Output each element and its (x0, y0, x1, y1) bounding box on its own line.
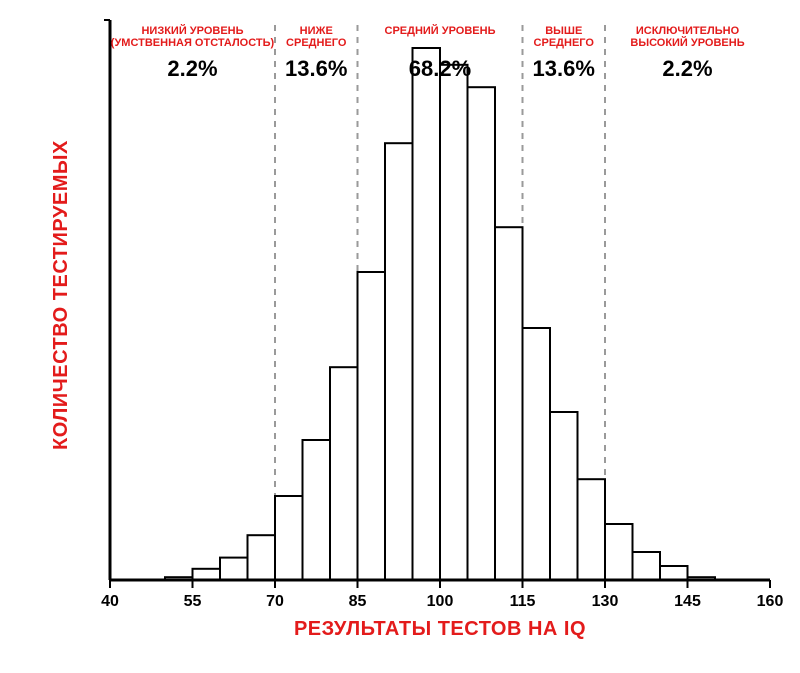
x-tick-label: 100 (427, 593, 454, 610)
x-tick-label: 160 (757, 593, 784, 610)
region-label: СРЕДНИЙ УРОВЕНЬ (385, 24, 496, 37)
x-tick-label: 130 (592, 593, 619, 610)
x-tick-label: 85 (349, 593, 367, 610)
histogram-bar (550, 412, 578, 580)
histogram-bar (248, 535, 276, 580)
region-percent: 13.6% (285, 56, 347, 81)
region-label: ВЫШЕ (545, 25, 582, 37)
histogram-bar (605, 524, 633, 580)
region-percent: 2.2% (167, 56, 217, 81)
x-tick-label: 55 (184, 593, 202, 610)
region-label: ВЫСОКИЙ УРОВЕНЬ (630, 36, 744, 49)
histogram-bar (275, 496, 303, 580)
histogram-bar (578, 479, 606, 580)
histogram-bar (468, 87, 496, 580)
chart-container: 40 55 70 85 100 115 130 145 160 НИЗКИЙ УРОВЕНЬ(УМ… (0, 0, 800, 673)
region-label: НИЖЕ (300, 25, 333, 37)
x-tick-label: 40 (101, 593, 119, 610)
region-label: ИСКЛЮЧИТЕЛЬНО (636, 25, 740, 37)
region-percent: 2.2% (662, 56, 712, 81)
histogram-svg: 40 55 70 85 100 115 130 145 160 НИЗКИЙ УРОВЕНЬ(УМ… (0, 0, 800, 673)
histogram-bar (413, 48, 441, 580)
histogram-bar (523, 328, 551, 580)
region-percent: 13.6% (533, 56, 595, 81)
x-tick-label: 70 (266, 593, 284, 610)
histogram-bar (385, 143, 413, 580)
histogram-bar (660, 566, 688, 580)
histogram-bar (193, 569, 221, 580)
x-axis-title: РЕЗУЛЬТАТЫ ТЕСТОВ НА IQ (110, 618, 770, 641)
histogram-bar (330, 367, 358, 580)
histogram-bar (358, 272, 386, 580)
region-label: СРЕДНЕГО (534, 37, 595, 49)
histogram-bar (303, 440, 331, 580)
histogram-bar (495, 227, 523, 580)
region-label: (УМСТВЕННАЯ ОТСТАЛОСТЬ) (111, 37, 275, 49)
histogram-bar (440, 65, 468, 580)
region-label: НИЗКИЙ УРОВЕНЬ (141, 24, 243, 37)
histogram-bar (220, 558, 248, 580)
x-tick-label: 115 (510, 593, 536, 610)
x-tick-label: 145 (674, 593, 701, 610)
region-label: СРЕДНЕГО (286, 37, 347, 49)
region-percent: 68.2% (409, 56, 471, 81)
histogram-bar (633, 552, 661, 580)
y-axis-title: КОЛИЧЕСТВО ТЕСТИРУЕМЫХ (50, 140, 73, 450)
